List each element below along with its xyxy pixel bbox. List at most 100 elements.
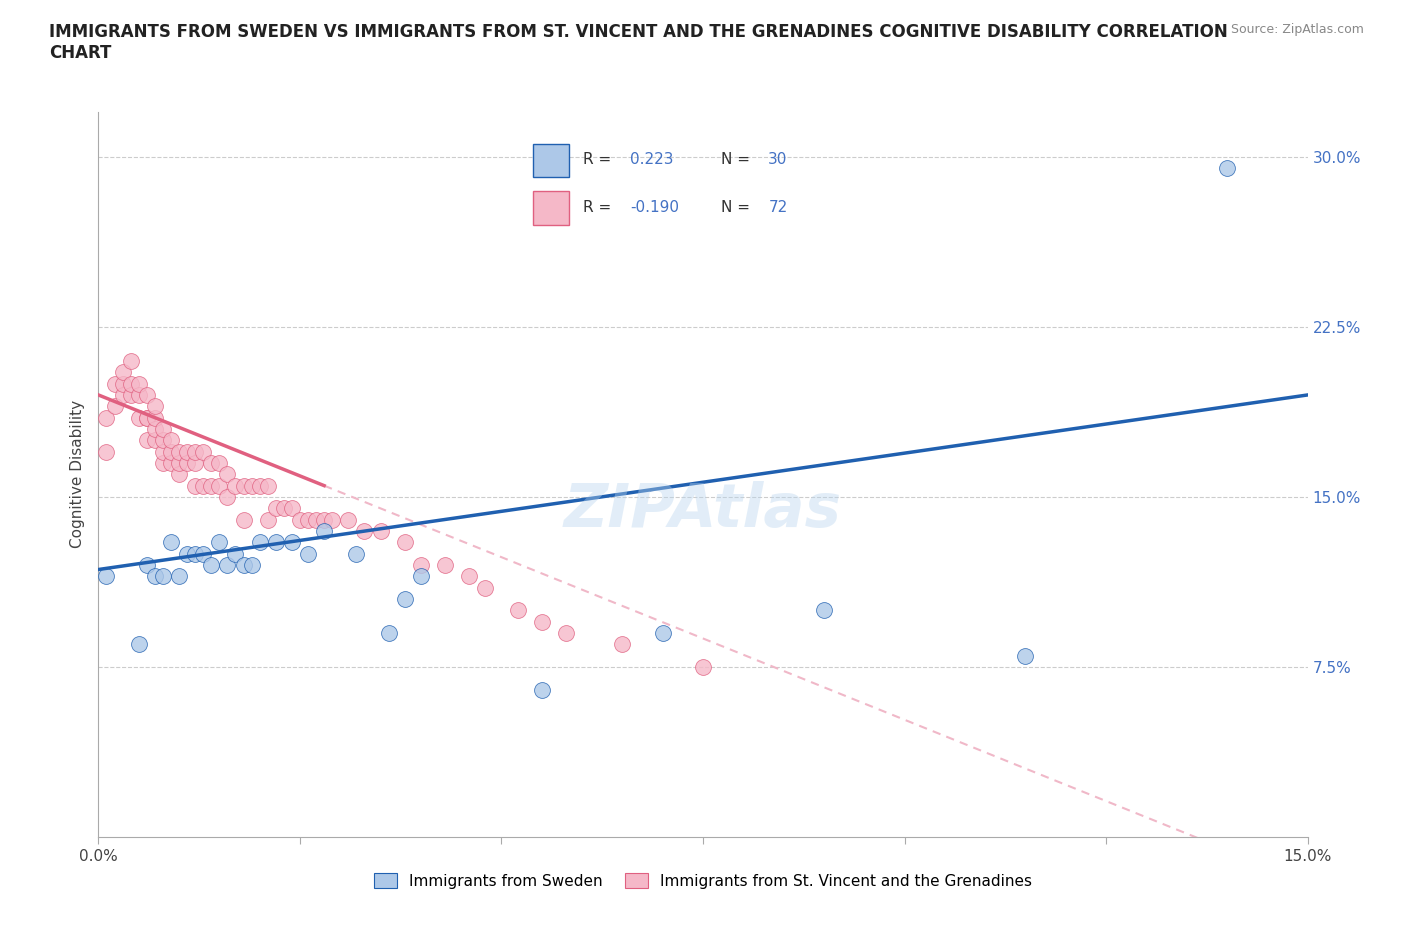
Point (288, 512, 311, 527)
Point (273, 501, 295, 516)
Point (96, 445, 118, 459)
Point (167, 456, 190, 471)
Point (184, 546, 207, 561)
Point (555, 626, 578, 641)
Point (256, 512, 278, 527)
Point (394, 591, 416, 606)
Point (135, 558, 157, 573)
Point (232, 512, 254, 527)
Point (1014, 648, 1036, 663)
Point (128, 388, 150, 403)
Point (128, 410, 150, 425)
Point (281, 535, 304, 550)
Point (152, 421, 174, 436)
Point (184, 478, 207, 493)
Point (193, 445, 215, 459)
Point (217, 489, 239, 504)
Point (176, 445, 198, 459)
Point (152, 432, 174, 447)
Point (337, 512, 360, 527)
Point (377, 626, 399, 641)
Point (143, 421, 166, 436)
Point (530, 683, 553, 698)
Point (200, 558, 222, 573)
Point (240, 558, 263, 573)
Point (612, 637, 634, 652)
Point (314, 524, 336, 538)
Point (353, 524, 375, 538)
Point (160, 432, 183, 447)
Point (264, 501, 287, 516)
Point (394, 535, 416, 550)
Point (128, 637, 150, 652)
Point (135, 432, 157, 447)
Point (314, 512, 336, 527)
Point (160, 535, 183, 550)
Point (152, 445, 174, 459)
Point (474, 580, 496, 595)
Point (249, 535, 271, 550)
Point (249, 478, 271, 493)
Point (167, 445, 190, 459)
Point (103, 376, 125, 391)
Point (96, 569, 118, 584)
Text: IMMIGRANTS FROM SWEDEN VS IMMIGRANTS FROM ST. VINCENT AND THE GRENADINES COGNITI: IMMIGRANTS FROM SWEDEN VS IMMIGRANTS FRO… (49, 23, 1227, 62)
Point (143, 569, 166, 584)
Point (321, 512, 343, 527)
Point (409, 569, 432, 584)
Point (264, 535, 287, 550)
Point (530, 614, 553, 629)
Point (152, 569, 174, 584)
Point (184, 456, 207, 471)
Point (434, 558, 457, 573)
Point (111, 376, 134, 391)
Point (176, 456, 198, 471)
Point (135, 410, 157, 425)
Point (128, 376, 150, 391)
Point (297, 512, 319, 527)
Point (135, 388, 157, 403)
Legend: Immigrants from Sweden, Immigrants from St. Vincent and the Grenadines: Immigrants from Sweden, Immigrants from … (367, 867, 1039, 895)
Text: Source: ZipAtlas.com: Source: ZipAtlas.com (1230, 23, 1364, 36)
Point (120, 353, 142, 368)
Point (160, 456, 183, 471)
Point (651, 626, 673, 641)
Point (224, 546, 246, 561)
Point (409, 558, 432, 573)
Point (305, 512, 328, 527)
Point (167, 569, 190, 584)
Point (692, 659, 714, 674)
Point (208, 478, 231, 493)
Point (160, 445, 183, 459)
Point (506, 603, 529, 618)
Point (458, 569, 481, 584)
Point (208, 535, 231, 550)
Point (120, 388, 142, 403)
Point (111, 388, 134, 403)
Point (167, 467, 190, 482)
Point (96, 410, 118, 425)
Text: ZIPAtlas: ZIPAtlas (564, 481, 842, 540)
Point (103, 399, 125, 414)
Point (370, 524, 392, 538)
Point (208, 456, 231, 471)
Point (1216, 161, 1239, 176)
Point (193, 546, 215, 561)
Point (135, 410, 157, 425)
Point (184, 445, 207, 459)
Point (143, 410, 166, 425)
Point (176, 546, 198, 561)
Point (281, 501, 304, 516)
Point (232, 558, 254, 573)
Point (200, 456, 222, 471)
Point (120, 376, 142, 391)
Point (224, 478, 246, 493)
Point (240, 478, 263, 493)
Point (217, 467, 239, 482)
Point (344, 546, 367, 561)
Point (256, 478, 278, 493)
Point (111, 365, 134, 379)
Y-axis label: Cognitive Disability: Cognitive Disability (69, 400, 84, 549)
Point (143, 432, 166, 447)
Point (813, 603, 835, 618)
